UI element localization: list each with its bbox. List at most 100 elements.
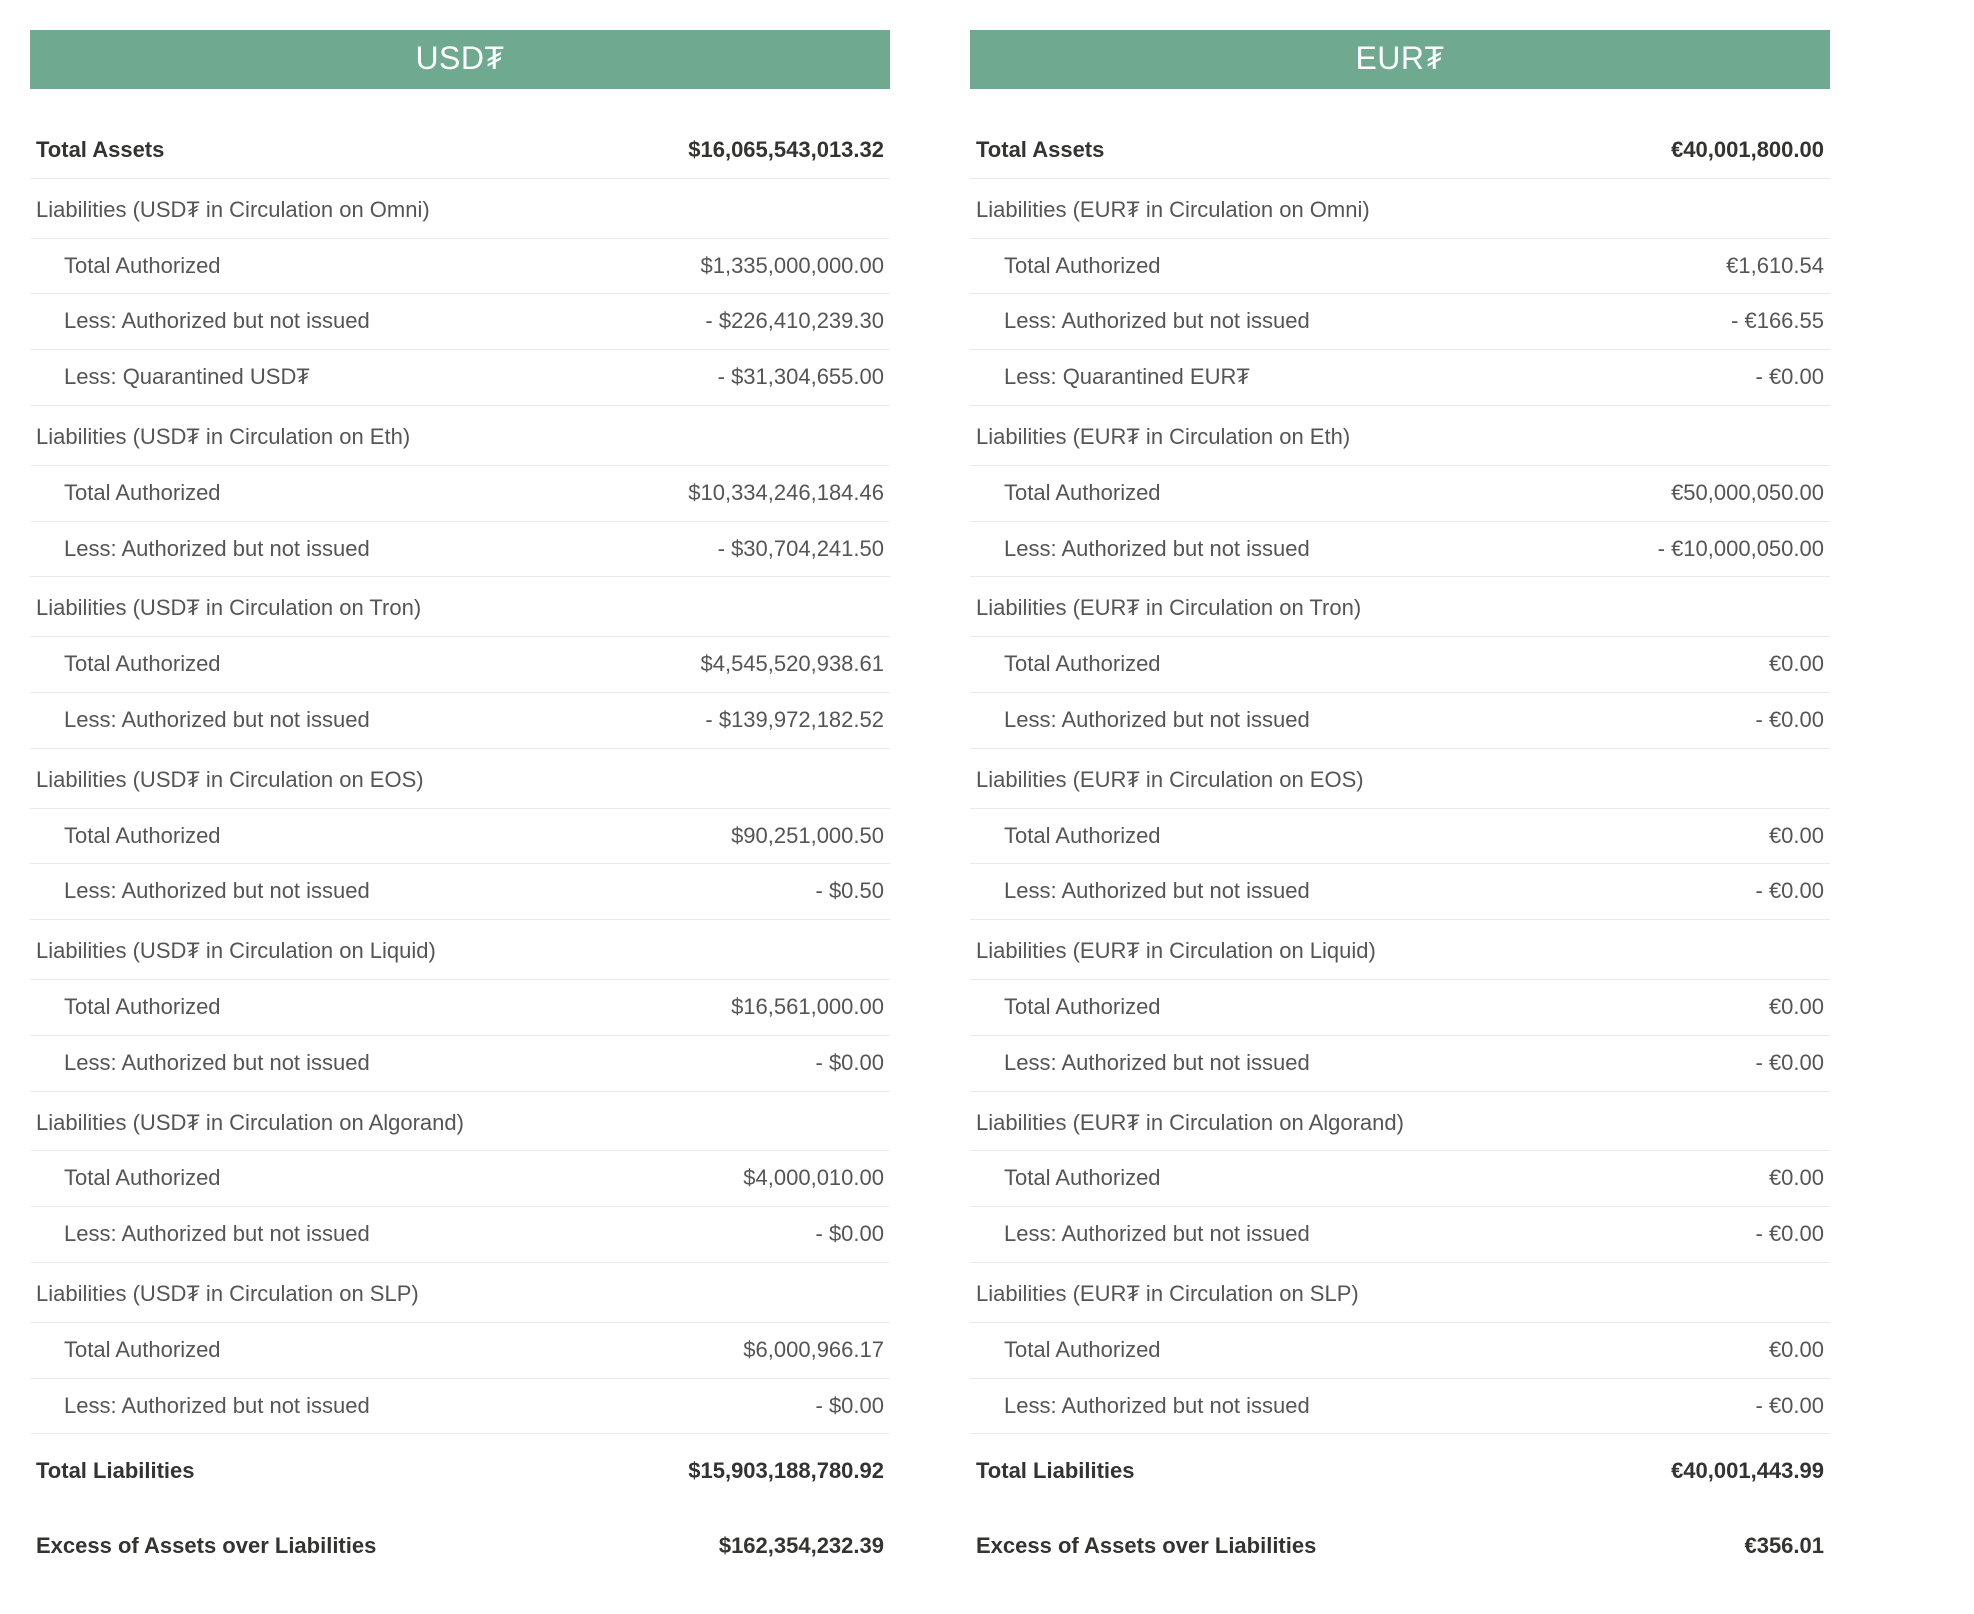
liability-group-heading-label: Liabilities (USD₮ in Circulation on Algo…	[36, 1108, 464, 1139]
liability-sub-label: Less: Quarantined USD₮	[36, 362, 310, 393]
liability-sub-row: Total Authorized €0.00	[970, 1151, 1830, 1207]
liability-sub-row: Less: Authorized but not issued - $0.00	[30, 1207, 890, 1263]
liability-group-heading-label: Liabilities (EUR₮ in Circulation on Eth)	[976, 422, 1350, 453]
liability-group-heading: Liabilities (EUR₮ in Circulation on EOS)	[970, 749, 1830, 809]
liability-group-heading-label: Liabilities (USD₮ in Circulation on Omni…	[36, 195, 430, 226]
liability-sub-value: - $226,410,239.30	[693, 306, 884, 337]
liability-sub-label: Less: Authorized but not issued	[36, 876, 370, 907]
liability-sub-value: - €0.00	[1744, 876, 1825, 907]
liability-sub-value: $10,334,246,184.46	[676, 478, 884, 509]
liability-group-heading-label: Liabilities (EUR₮ in Circulation on Omni…	[976, 195, 1370, 226]
liability-group-heading-label: Liabilities (EUR₮ in Circulation on SLP)	[976, 1279, 1359, 1310]
liability-sub-row: Total Authorized €0.00	[970, 980, 1830, 1036]
liability-group-heading-label: Liabilities (EUR₮ in Circulation on Algo…	[976, 1108, 1404, 1139]
liability-group-heading-label: Liabilities (USD₮ in Circulation on EOS)	[36, 765, 424, 796]
liability-sub-row: Less: Authorized but not issued- €0.00	[970, 864, 1830, 920]
liability-sub-value: $90,251,000.50	[719, 821, 884, 852]
liability-sub-label: Less: Authorized but not issued	[36, 1219, 370, 1250]
eur-panel-header: EUR₮	[970, 30, 1830, 89]
liability-sub-value: €0.00	[1757, 1163, 1824, 1194]
liability-group-heading: Liabilities (EUR₮ in Circulation on Tron…	[970, 577, 1830, 637]
liability-sub-row: Less: Authorized but not issued - $0.00	[30, 1379, 890, 1435]
liability-sub-row: Total Authorized €1,610.54	[970, 239, 1830, 295]
liability-sub-label: Less: Authorized but not issued	[976, 705, 1310, 736]
usd-total-liabilities-row: Total Liabilities $15,903,188,780.92	[30, 1434, 890, 1509]
liability-sub-value: €1,610.54	[1714, 251, 1824, 282]
liability-sub-row: Less: Authorized but not issued - $30,704…	[30, 522, 890, 578]
total-assets-label: Total Assets	[976, 135, 1104, 166]
liability-group-heading-label: Liabilities (USD₮ in Circulation on Liqu…	[36, 936, 436, 967]
liability-sub-row: Total Authorized$90,251,000.50	[30, 809, 890, 865]
liability-sub-label: Total Authorized	[976, 1163, 1161, 1194]
liability-sub-label: Total Authorized	[976, 478, 1161, 509]
liability-sub-value: €50,000,050.00	[1659, 478, 1824, 509]
liability-sub-value: - $30,704,241.50	[706, 534, 884, 565]
liability-group-heading: Liabilities (USD₮ in Circulation on Liqu…	[30, 920, 890, 980]
liability-sub-row: Less: Quarantined USD₮ - $31,304,655.00	[30, 350, 890, 406]
usd-total-assets-row: Total Assets $16,065,543,013.32	[30, 123, 890, 179]
liability-sub-value: - $139,972,182.52	[693, 705, 884, 736]
liability-group-heading-label: Liabilities (USD₮ in Circulation on Tron…	[36, 593, 421, 624]
liability-sub-label: Less: Authorized but not issued	[36, 705, 370, 736]
liability-sub-value: - €0.00	[1744, 362, 1825, 393]
liability-group-heading-label: Liabilities (USD₮ in Circulation on SLP)	[36, 1279, 419, 1310]
liability-sub-value: €0.00	[1757, 1335, 1824, 1366]
liability-group-heading-label: Liabilities (USD₮ in Circulation on Eth)	[36, 422, 410, 453]
liability-group-heading-label: Liabilities (EUR₮ in Circulation on EOS)	[976, 765, 1364, 796]
eur-total-assets-row: Total Assets €40,001,800.00	[970, 123, 1830, 179]
liability-group-heading-label: Liabilities (EUR₮ in Circulation on Tron…	[976, 593, 1361, 624]
liability-sub-label: Total Authorized	[36, 649, 221, 680]
liability-sub-value: - €0.00	[1744, 1219, 1825, 1250]
eur-total-liabilities-row: Total Liabilities €40,001,443.99	[970, 1434, 1830, 1509]
liability-sub-label: Total Authorized	[36, 478, 221, 509]
eur-panel-body: Total Assets €40,001,800.00 Liabilities …	[970, 89, 1830, 1584]
eur-panel: EUR₮ Total Assets €40,001,800.00 Liabili…	[970, 30, 1830, 1584]
liability-sub-row: Less: Authorized but not issued - €0.00	[970, 693, 1830, 749]
liability-sub-value: - $0.00	[804, 1391, 885, 1422]
liability-sub-row: Total Authorized$6,000,966.17	[30, 1323, 890, 1379]
liability-sub-label: Total Authorized	[976, 251, 1161, 282]
liability-sub-label: Less: Authorized but not issued	[36, 1391, 370, 1422]
liability-sub-row: Total Authorized$4,545,520,938.61	[30, 637, 890, 693]
liability-sub-value: - $31,304,655.00	[706, 362, 884, 393]
liability-group-heading: Liabilities (EUR₮ in Circulation on Omni…	[970, 179, 1830, 239]
liability-group-heading: Liabilities (USD₮ in Circulation on Eth)	[30, 406, 890, 466]
liability-sub-value: €0.00	[1757, 821, 1824, 852]
liability-sub-label: Total Authorized	[36, 1335, 221, 1366]
usd-panel-body: Total Assets $16,065,543,013.32 Liabilit…	[30, 89, 890, 1584]
total-liabilities-label: Total Liabilities	[36, 1456, 195, 1487]
liability-sub-label: Less: Authorized but not issued	[976, 1048, 1310, 1079]
liability-sub-row: Less: Authorized but not issued- €0.00	[970, 1379, 1830, 1435]
liability-sub-row: Less: Authorized but not issued- $0.50	[30, 864, 890, 920]
liability-sub-value: - €10,000,050.00	[1646, 534, 1824, 565]
liability-sub-value: $16,561,000.00	[719, 992, 884, 1023]
liability-sub-value: - $0.00	[804, 1048, 885, 1079]
liability-sub-value: $1,335,000,000.00	[688, 251, 884, 282]
liability-sub-row: Less: Authorized but not issued - €10,000…	[970, 522, 1830, 578]
liability-sub-row: Total Authorized€0.00	[970, 809, 1830, 865]
liability-sub-label: Less: Authorized but not issued	[976, 1219, 1310, 1250]
liability-sub-row: Total Authorized$16,561,000.00	[30, 980, 890, 1036]
liability-sub-value: - $0.00	[804, 1219, 885, 1250]
liability-sub-label: Total Authorized	[976, 992, 1161, 1023]
liability-group-heading: Liabilities (USD₮ in Circulation on Tron…	[30, 577, 890, 637]
liability-group-heading: Liabilities (EUR₮ in Circulation on Eth)	[970, 406, 1830, 466]
liability-sub-row: Less: Authorized but not issued- €166.55	[970, 294, 1830, 350]
liability-sub-row: Less: Authorized but not issued - $139,97…	[30, 693, 890, 749]
usd-panel: USD₮ Total Assets $16,065,543,013.32 Lia…	[30, 30, 890, 1584]
usd-groups: Liabilities (USD₮ in Circulation on Omni…	[30, 179, 890, 1435]
liability-sub-label: Less: Authorized but not issued	[36, 534, 370, 565]
liability-sub-value: €0.00	[1757, 992, 1824, 1023]
liability-group-heading: Liabilities (EUR₮ in Circulation on Liqu…	[970, 920, 1830, 980]
usd-panel-header: USD₮	[30, 30, 890, 89]
liability-sub-label: Less: Authorized but not issued	[36, 306, 370, 337]
liability-group-heading-label: Liabilities (EUR₮ in Circulation on Liqu…	[976, 936, 1376, 967]
liability-group-heading: Liabilities (USD₮ in Circulation on Algo…	[30, 1092, 890, 1152]
usd-excess-row: Excess of Assets over Liabilities $162,3…	[30, 1509, 890, 1584]
liability-sub-label: Less: Authorized but not issued	[976, 534, 1310, 565]
liability-sub-row: Total Authorized€0.00	[970, 637, 1830, 693]
total-liabilities-value: €40,001,443.99	[1659, 1456, 1824, 1487]
liability-sub-row: Less: Authorized but not issued - $226,41…	[30, 294, 890, 350]
liability-sub-label: Total Authorized	[976, 1335, 1161, 1366]
liability-sub-value: - €0.00	[1744, 705, 1825, 736]
